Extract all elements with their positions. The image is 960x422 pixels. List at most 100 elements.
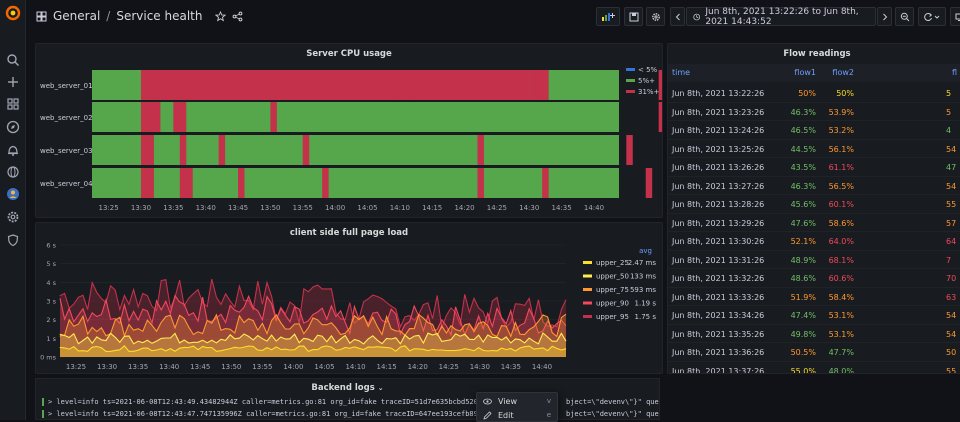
cell-flow2: 56.5% [818, 182, 854, 191]
x-tick-label: 13:55 [252, 363, 272, 371]
logs-panel-title[interactable]: Backend logs ⌄ [36, 383, 659, 393]
heatmap-row-base[interactable] [92, 168, 619, 198]
x-tick-label: 14:20 [408, 363, 428, 371]
heatmap-cell[interactable] [400, 70, 413, 100]
share-icon[interactable] [232, 11, 243, 22]
cell-time: Jun 8th, 2021 13:23:26 [672, 108, 764, 117]
heatmap-cell[interactable] [646, 168, 652, 198]
cell-time: Jun 8th, 2021 13:35:26 [672, 330, 764, 339]
column-header-flow1[interactable]: flow1 [780, 68, 816, 77]
time-range-picker[interactable]: Jun 8th, 2021 13:22:26 to Jun 8th, 2021 … [686, 7, 876, 26]
heatmap-cell[interactable] [219, 135, 225, 165]
log-line[interactable]: > level=info ts=2021-06-08T12:43:49.4348… [42, 398, 528, 406]
row-label: web_server_03 [40, 147, 93, 155]
heatmap-cell[interactable] [477, 135, 483, 165]
breadcrumb-folder[interactable]: General [53, 9, 100, 23]
heatmap-cell[interactable] [270, 102, 276, 132]
x-tick-label: 14:40 [584, 204, 604, 212]
cell-flow2: 56.1% [818, 145, 854, 154]
heatmap-cell[interactable] [141, 70, 529, 100]
menu-item-view[interactable]: View v [477, 394, 557, 408]
log-line[interactable]: > level=info ts=2021-06-08T12:43:47.7471… [42, 410, 528, 418]
column-header-flow3[interactable]: fl [952, 68, 957, 77]
user-avatar-icon[interactable] [5, 186, 21, 202]
heatmap-cell[interactable] [180, 168, 193, 198]
star-icon[interactable] [215, 11, 226, 22]
dashboards-icon[interactable] [5, 96, 21, 112]
heatmap-row-base[interactable] [92, 102, 619, 132]
heatmap-row-base[interactable] [92, 135, 619, 165]
cell-flow1: 44.5% [780, 145, 816, 154]
cell-flow1: 48.9% [780, 256, 816, 265]
heatmap-cell[interactable] [180, 135, 186, 165]
heatmap-cell[interactable] [238, 168, 244, 198]
cell-flow2: 53.9% [818, 108, 854, 117]
menu-item-label: View [498, 397, 517, 406]
shield-icon[interactable] [5, 232, 21, 248]
x-tick-label: 13:30 [97, 363, 117, 371]
explore-compass-icon[interactable] [5, 119, 21, 135]
backend-logs-panel[interactable]: Backend logs ⌄ > level=info ts=2021-06-0… [35, 378, 660, 420]
cpu-heatmap-chart[interactable]: web_server_01web_server_02web_server_03w… [36, 44, 663, 218]
heatmap-cell[interactable] [322, 168, 328, 198]
heatmap-cell[interactable] [477, 168, 483, 198]
log-line-tail: bject=\"devenv\"}" query_type=limited ra… [566, 398, 660, 406]
plugin-globe-icon[interactable] [5, 164, 21, 180]
cell-flow1: 46.3% [780, 182, 816, 191]
tv-mode-button[interactable] [950, 7, 960, 26]
search-icon[interactable] [5, 52, 21, 68]
add-panel-button[interactable] [596, 7, 620, 26]
refresh-button[interactable] [918, 7, 946, 26]
plus-icon[interactable] [5, 74, 21, 90]
flow-panel-title[interactable]: Flow readings [668, 49, 960, 59]
heatmap-cell[interactable] [626, 135, 632, 165]
heatmap-cell[interactable] [542, 168, 548, 198]
cell-flow1: 50% [780, 89, 816, 98]
time-shift-forward-button[interactable] [877, 7, 892, 26]
dashboard-title[interactable]: Service health [116, 9, 202, 23]
heatmap-cell[interactable] [141, 102, 147, 132]
dashboard-settings-button[interactable] [646, 7, 665, 26]
heatmap-cell[interactable] [659, 102, 663, 132]
time-shift-back-button[interactable] [670, 7, 685, 26]
heatmap-cell[interactable] [141, 135, 154, 165]
heatmap-cell[interactable] [173, 102, 186, 132]
heatmap-cell[interactable] [141, 168, 154, 198]
heatmap-cell[interactable] [303, 135, 309, 165]
flow-readings-panel[interactable]: Flow readings time flow1 flow2 fl Jun 8t… [667, 43, 960, 374]
zoom-out-button[interactable] [895, 7, 914, 26]
cell-flow2: 64.0% [818, 237, 854, 246]
grafana-logo-icon[interactable] [5, 5, 21, 21]
x-tick-label: 13:40 [196, 204, 216, 212]
cell-flow1: 46.5% [780, 126, 816, 135]
heatmap-cell[interactable] [147, 102, 160, 132]
alerting-bell-icon[interactable] [5, 142, 21, 158]
heatmap-cell[interactable] [529, 70, 542, 100]
legend-swatch [626, 90, 635, 93]
column-header-flow2[interactable]: flow2 [818, 68, 854, 77]
settings-gear-icon[interactable] [5, 209, 21, 225]
column-header-time[interactable]: time [672, 68, 690, 77]
legend-swatch [583, 288, 592, 291]
save-dashboard-button[interactable] [624, 7, 643, 26]
cell-time: Jun 8th, 2021 13:36:26 [672, 348, 764, 357]
